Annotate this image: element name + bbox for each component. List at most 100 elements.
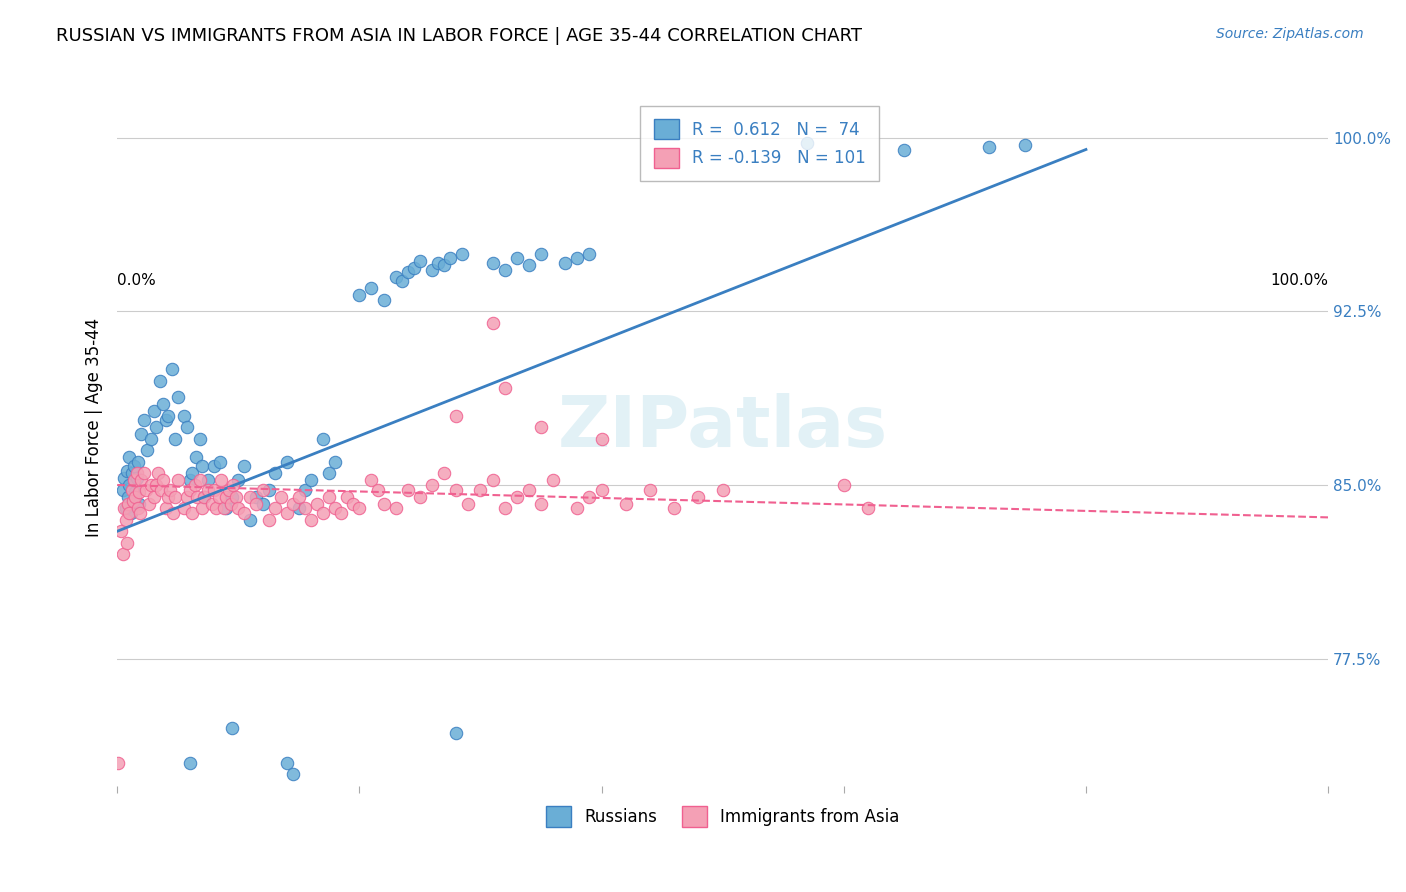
Text: ZIPatlas: ZIPatlas xyxy=(558,392,887,462)
Point xyxy=(711,483,734,497)
Point xyxy=(506,490,529,504)
Point xyxy=(157,490,180,504)
Text: Source: ZipAtlas.com: Source: ZipAtlas.com xyxy=(1216,27,1364,41)
Text: 0.0%: 0.0% xyxy=(117,273,156,288)
Point xyxy=(349,501,371,516)
Point xyxy=(201,496,224,510)
Point xyxy=(142,404,165,418)
Point xyxy=(226,501,249,516)
Point xyxy=(181,467,204,481)
Point xyxy=(294,483,316,497)
Point xyxy=(433,467,456,481)
Point xyxy=(294,501,316,516)
Point xyxy=(122,494,145,508)
Point xyxy=(183,478,205,492)
Point xyxy=(193,490,215,504)
Point xyxy=(124,485,146,500)
Point xyxy=(215,501,238,516)
Point xyxy=(263,501,285,516)
Point xyxy=(128,496,150,510)
Point xyxy=(318,490,340,504)
Point xyxy=(578,490,600,504)
Point xyxy=(481,316,503,330)
Point xyxy=(173,409,195,423)
Point xyxy=(614,496,637,510)
Text: RUSSIAN VS IMMIGRANTS FROM ASIA IN LABOR FORCE | AGE 35-44 CORRELATION CHART: RUSSIAN VS IMMIGRANTS FROM ASIA IN LABOR… xyxy=(56,27,862,45)
Point xyxy=(494,262,516,277)
Point xyxy=(162,506,184,520)
Point xyxy=(688,490,710,504)
Point xyxy=(433,258,456,272)
Point xyxy=(591,483,613,497)
Point xyxy=(470,483,492,497)
Point xyxy=(409,253,432,268)
Point xyxy=(139,478,162,492)
Point xyxy=(186,490,208,504)
Point xyxy=(336,490,359,504)
Point xyxy=(191,459,214,474)
Point xyxy=(222,478,245,492)
Point xyxy=(197,474,219,488)
Point xyxy=(233,459,256,474)
Point xyxy=(427,256,450,270)
Point xyxy=(179,756,201,770)
Point xyxy=(127,501,149,516)
Point xyxy=(205,501,228,516)
Point xyxy=(384,501,406,516)
Point xyxy=(517,258,540,272)
Point xyxy=(117,490,139,504)
Point xyxy=(112,548,135,562)
Point xyxy=(209,455,232,469)
Point xyxy=(120,506,142,520)
Point xyxy=(233,506,256,520)
Point xyxy=(396,483,419,497)
Point xyxy=(166,474,188,488)
Point xyxy=(384,269,406,284)
Point xyxy=(481,256,503,270)
Point xyxy=(110,524,132,539)
Point xyxy=(451,246,474,260)
Point xyxy=(122,459,145,474)
Point xyxy=(135,483,157,497)
Point xyxy=(312,432,335,446)
Point xyxy=(202,483,225,497)
Point xyxy=(323,501,346,516)
Point xyxy=(288,490,311,504)
Point xyxy=(145,420,167,434)
Point xyxy=(112,483,135,497)
Point xyxy=(165,432,187,446)
Point xyxy=(114,513,136,527)
Point xyxy=(530,496,553,510)
Point xyxy=(148,374,170,388)
Point xyxy=(184,450,207,465)
Point xyxy=(402,260,425,275)
Point xyxy=(446,725,468,739)
Point xyxy=(219,496,242,510)
Point xyxy=(132,467,155,481)
Point xyxy=(160,362,183,376)
Point xyxy=(155,413,177,427)
Point xyxy=(132,413,155,427)
Point xyxy=(131,427,153,442)
Point xyxy=(270,490,292,504)
Point xyxy=(252,496,274,510)
Point xyxy=(245,496,267,510)
Point xyxy=(367,483,389,497)
Point xyxy=(349,288,371,302)
Point xyxy=(117,496,139,510)
Point xyxy=(893,143,915,157)
Point xyxy=(318,467,340,481)
Point xyxy=(188,432,211,446)
Point xyxy=(541,474,564,488)
Point xyxy=(118,506,141,520)
Point xyxy=(157,409,180,423)
Point xyxy=(145,478,167,492)
Point xyxy=(166,390,188,404)
Point xyxy=(796,136,818,150)
Point xyxy=(481,474,503,488)
Point xyxy=(131,474,153,488)
Point xyxy=(276,455,298,469)
Point xyxy=(114,501,136,516)
Point xyxy=(122,474,145,488)
Point xyxy=(121,467,143,481)
